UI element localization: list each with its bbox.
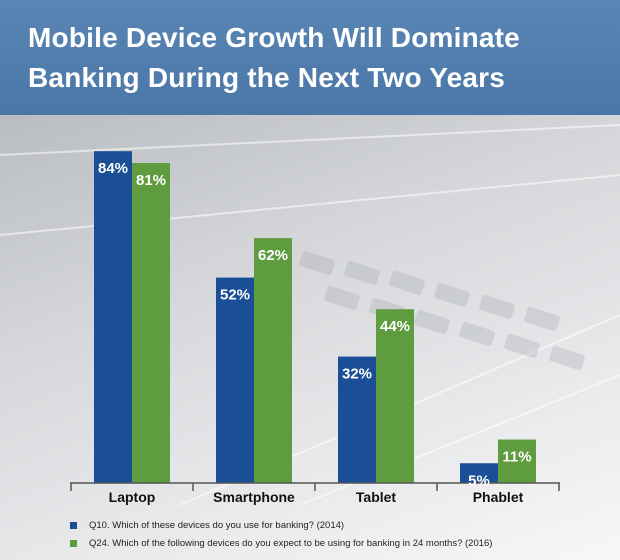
bar-smartphone-2016 <box>254 238 292 483</box>
bar-phablet-2016 <box>498 439 536 483</box>
category-label-smartphone: Smartphone <box>213 489 295 505</box>
legend-swatch-2016 <box>70 539 77 547</box>
header-banner: Mobile Device Growth Will Dominate Banki… <box>0 0 620 115</box>
legend-label-2014: Q10. Which of these devices do you use f… <box>89 519 345 531</box>
bar-tablet-2014 <box>338 356 376 483</box>
bar-phablet-2014 <box>460 463 498 483</box>
bar-laptop-2016 <box>132 163 170 484</box>
legend-label-2016: Q24. Which of the following devices do y… <box>89 537 493 549</box>
data-label-phablet-2016: 11% <box>502 449 531 466</box>
bar-tablet-2016 <box>376 309 414 483</box>
category-label-laptop: Laptop <box>109 489 156 505</box>
data-label-laptop-2014: 84% <box>98 160 128 177</box>
data-label-phablet-2014: 5% <box>468 472 490 489</box>
data-label-smartphone-2016: 62% <box>258 247 288 264</box>
bar-smartphone-2014 <box>216 277 254 483</box>
category-label-tablet: Tablet <box>356 489 397 505</box>
legend-swatch-2014 <box>70 521 77 529</box>
legend-item-2016: Q24. Which of the following devices do y… <box>70 534 610 552</box>
chart-title-line-2: Banking During the Next Two Years <box>28 62 505 93</box>
bar-laptop-2014 <box>94 151 132 483</box>
laptop-background-image <box>0 124 620 505</box>
category-label-phablet: Phablet <box>473 489 524 505</box>
data-label-tablet-2016: 44% <box>380 318 410 335</box>
legend-item-2014: Q10. Which of these devices do you use f… <box>70 516 610 534</box>
chart-title-line-1: Mobile Device Growth Will Dominate <box>28 22 520 53</box>
data-label-laptop-2016: 81% <box>136 172 166 189</box>
legend: Q10. Which of these devices do you use f… <box>70 516 610 552</box>
chart-title: Mobile Device Growth Will Dominate Banki… <box>28 18 608 98</box>
data-label-tablet-2014: 32% <box>342 366 372 383</box>
data-label-smartphone-2014: 52% <box>220 287 250 304</box>
